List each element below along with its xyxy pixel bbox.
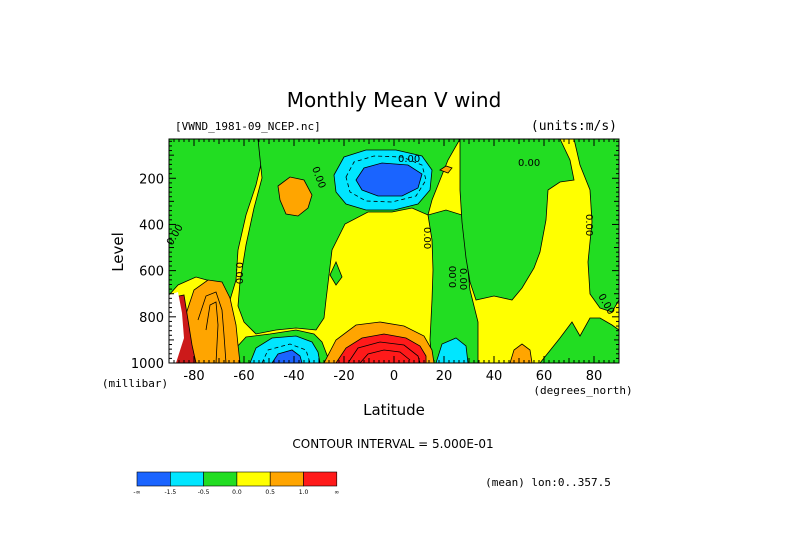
equator-contour-line — [347, 341, 421, 363]
contour-label: 0.00 — [448, 266, 459, 288]
contour-field — [169, 139, 619, 363]
contour-label: 0.00 — [398, 154, 420, 165]
x-axis-units: (degrees_north) — [533, 384, 632, 397]
colorbar-swatch — [303, 471, 338, 487]
x-tick-label: -60 — [233, 369, 254, 384]
y-tick-label: 600 — [139, 265, 164, 280]
cyan-lower-south — [249, 335, 321, 363]
colorbar-swatch — [236, 471, 271, 487]
x-tick-label: 80 — [586, 369, 603, 384]
x-axis-label: Latitude — [363, 401, 425, 419]
south-lower-contour-line — [261, 343, 311, 363]
x-tick-label: -40 — [283, 369, 304, 384]
colorbar-label: 0.5 — [265, 489, 275, 496]
colorbar-label: 1.0 — [299, 489, 309, 496]
axes: -80 -60 -40 -20 0 20 40 60 80 200 400 600 800 1000 — [131, 139, 620, 384]
green-small-tropics-south — [329, 260, 343, 286]
dataset-label: [VWND_1981-09_NCEP.nc] — [175, 120, 321, 133]
y-axis-label: Level — [109, 232, 127, 272]
red-equator-low — [335, 333, 427, 363]
colorbar-label: ∞ — [334, 489, 339, 496]
green-north-midlat — [459, 139, 575, 301]
contour-label: 0.00 — [421, 227, 432, 249]
blue-upper-jet — [355, 162, 423, 197]
y-tick-label: 200 — [139, 172, 164, 187]
green-north-polar-lower — [539, 317, 619, 363]
y-tick-label: 800 — [139, 311, 164, 326]
equator-contour-line-2 — [359, 349, 411, 363]
orange-south-polar-low — [183, 279, 241, 363]
x-tick-label: -80 — [183, 369, 204, 384]
units-label: (units:m/s) — [531, 119, 617, 134]
colorbar-label: 0.0 — [232, 489, 242, 496]
blank-south-pole — [169, 292, 184, 363]
colorbar-swatch — [170, 471, 204, 487]
x-tick-label: 0 — [390, 369, 398, 384]
contour-interval-text: CONTOUR INTERVAL = 5.000E-01 — [292, 437, 493, 451]
x-tick-label: 60 — [536, 369, 553, 384]
y-tick-label: 400 — [139, 218, 164, 233]
colorbar-swatch — [203, 471, 238, 487]
south-polar-contour-line-2 — [205, 301, 219, 363]
colorbar-label: -1.5 — [164, 489, 176, 496]
colorbar-swatch — [269, 471, 304, 487]
colorbar-swatch — [136, 471, 171, 487]
contour-label: 0.00 — [233, 262, 244, 284]
orange-upper-south — [277, 176, 313, 217]
x-tick-label: -20 — [333, 369, 354, 384]
y-axis-units: (millibar) — [102, 377, 168, 390]
orange-small-tropics — [439, 165, 453, 174]
contour-label: 0.00 — [518, 158, 540, 169]
green-north-column — [573, 139, 619, 313]
x-tick-label: 20 — [436, 369, 453, 384]
orange-north-low — [509, 343, 533, 363]
colorbar-label: -∞ — [133, 489, 140, 496]
colorbar: -∞ -1.5 -0.5 0.0 0.5 1.0 ∞ — [133, 471, 339, 496]
mean-note: (mean) lon:0..357.5 — [485, 476, 611, 489]
chart-title: Monthly Mean V wind — [287, 88, 502, 112]
south-polar-contour-line — [197, 291, 227, 363]
y-tick-label: 1000 — [131, 357, 164, 372]
contour-label: 0.00 — [583, 214, 594, 236]
colorbar-label: -0.5 — [198, 489, 210, 496]
contour-label: 0.00 — [457, 268, 468, 290]
jet-contour-line — [345, 155, 427, 203]
x-tick-label: 40 — [486, 369, 503, 384]
